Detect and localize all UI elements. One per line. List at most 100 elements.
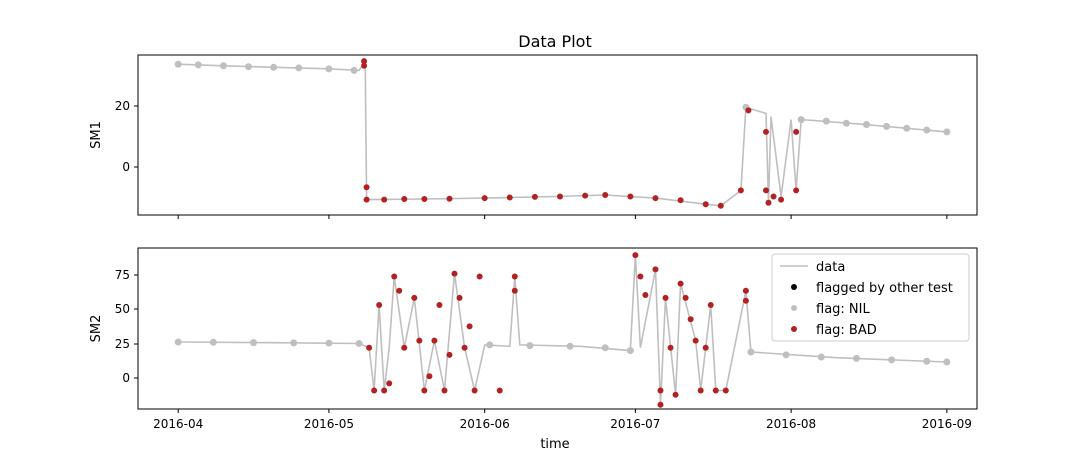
bad-point bbox=[381, 387, 388, 394]
bad-point bbox=[446, 195, 453, 202]
legend-label: data bbox=[816, 260, 845, 275]
bad-point bbox=[531, 193, 538, 200]
bad-point bbox=[421, 196, 428, 202]
legend-marker-nil bbox=[791, 305, 797, 311]
nil-point bbox=[601, 344, 609, 352]
x-tick-label: 2016-08 bbox=[766, 417, 816, 431]
y-tick-label: 0 bbox=[122, 371, 130, 385]
bad-point bbox=[627, 193, 634, 200]
bad-point bbox=[391, 273, 398, 280]
bad-point bbox=[401, 344, 408, 351]
bad-point bbox=[416, 337, 423, 344]
legend-marker-other bbox=[791, 284, 797, 290]
x-tick-label: 2016-04 bbox=[153, 417, 203, 431]
bad-point bbox=[793, 128, 800, 135]
bad-point bbox=[436, 301, 443, 308]
nil-point bbox=[486, 341, 494, 349]
bad-point bbox=[707, 301, 714, 308]
axes-frame bbox=[137, 54, 978, 216]
x-axis-label: time bbox=[540, 437, 569, 452]
nil-point bbox=[325, 65, 333, 73]
bad-point bbox=[431, 337, 438, 344]
bad-point bbox=[632, 252, 639, 259]
bad-point bbox=[657, 387, 664, 394]
bad-point bbox=[652, 266, 659, 273]
nil-point bbox=[295, 64, 303, 72]
bad-point bbox=[506, 194, 513, 201]
bad-point bbox=[637, 273, 644, 280]
nil-point bbox=[250, 339, 258, 347]
bad-point bbox=[421, 387, 428, 394]
x-tick-label: 2016-06 bbox=[460, 417, 510, 431]
bad-point bbox=[381, 196, 388, 203]
y-tick-label: 0 bbox=[122, 160, 130, 174]
nil-point bbox=[747, 348, 755, 356]
nil-point bbox=[888, 356, 896, 364]
bad-point bbox=[687, 316, 694, 323]
nil-point bbox=[923, 126, 931, 134]
bad-point bbox=[476, 273, 483, 280]
bad-point bbox=[697, 387, 704, 394]
bad-point bbox=[396, 287, 403, 294]
nil-point bbox=[817, 353, 825, 361]
bad-point bbox=[456, 294, 463, 301]
legend-label: flagged by other test bbox=[816, 281, 953, 296]
bad-point bbox=[702, 344, 709, 351]
bad-point bbox=[411, 294, 418, 301]
y-tick-label: 20 bbox=[115, 99, 130, 113]
nil-point bbox=[209, 338, 217, 346]
legend-marker-bad bbox=[791, 326, 797, 332]
bad-point bbox=[446, 351, 453, 358]
legend-label: flag: NIL bbox=[816, 302, 870, 317]
y-tick-label: 75 bbox=[115, 268, 130, 282]
data-line bbox=[178, 60, 947, 207]
bad-point bbox=[712, 387, 719, 394]
y-tick-label: 50 bbox=[115, 302, 130, 316]
bad-point bbox=[376, 301, 383, 308]
nil-point bbox=[862, 121, 870, 129]
bad-point bbox=[386, 380, 393, 387]
bad-point bbox=[677, 280, 684, 287]
bad-point bbox=[511, 287, 518, 294]
bad-point bbox=[765, 199, 772, 206]
bad-point bbox=[742, 297, 749, 304]
bad-point bbox=[363, 184, 370, 191]
bad-point bbox=[461, 344, 468, 351]
bad-point bbox=[371, 387, 378, 394]
bad-point bbox=[742, 287, 749, 294]
bad-point bbox=[657, 401, 664, 408]
legend: data flagged by other test flag: NIL flag: … bbox=[771, 253, 970, 342]
nil-point bbox=[852, 354, 860, 362]
nil-point bbox=[245, 63, 253, 71]
nil-point bbox=[290, 339, 298, 347]
nil-point bbox=[566, 342, 574, 350]
legend-label: flag: BAD bbox=[816, 323, 877, 338]
bad-point bbox=[667, 344, 674, 351]
axes-frame bbox=[137, 247, 978, 410]
bad-point bbox=[557, 193, 564, 200]
nil-point bbox=[355, 339, 363, 347]
nil-point bbox=[923, 357, 931, 365]
nil-point bbox=[943, 358, 951, 366]
nil-point bbox=[174, 60, 182, 68]
panel-sm1: 20 0 SM1 bbox=[89, 54, 978, 219]
bad-point bbox=[702, 201, 709, 208]
nil-point bbox=[842, 119, 850, 127]
bad-point bbox=[471, 387, 478, 394]
nil-point bbox=[350, 66, 358, 74]
y-tick-label: 25 bbox=[115, 337, 130, 351]
y-axis-label: SM1 bbox=[89, 121, 104, 149]
bad-point bbox=[652, 195, 659, 202]
bad-point bbox=[481, 195, 488, 202]
chart-title: Data Plot bbox=[518, 32, 591, 51]
bad-point bbox=[361, 58, 368, 65]
bad-point bbox=[496, 387, 503, 394]
nil-point bbox=[526, 342, 534, 350]
nil-point bbox=[626, 347, 634, 355]
nil-point bbox=[325, 339, 333, 347]
bad-point bbox=[677, 197, 684, 204]
bad-point bbox=[426, 373, 433, 380]
bad-point bbox=[366, 344, 373, 351]
bad-point bbox=[692, 337, 699, 344]
nil-point bbox=[174, 338, 182, 346]
